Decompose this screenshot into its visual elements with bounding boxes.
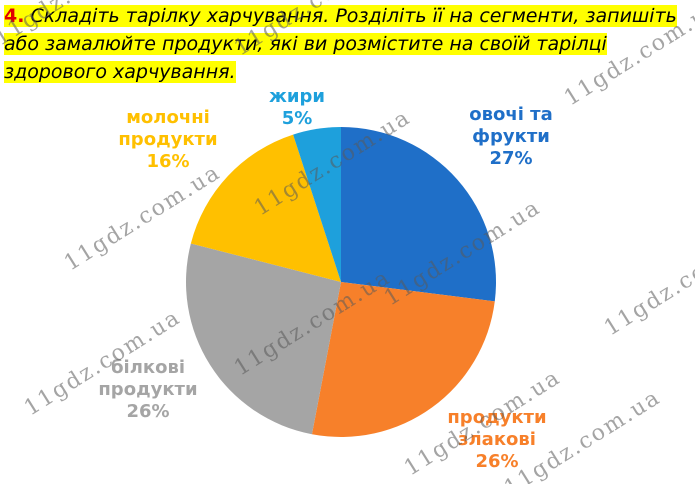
category-label: овочі та фрукти bbox=[469, 104, 553, 147]
category-label: молочні продукти bbox=[118, 107, 218, 150]
slice-label: молочні продукти 16% bbox=[113, 107, 223, 173]
value-label: 5% bbox=[281, 108, 313, 129]
category-label: продукти злакові bbox=[447, 407, 547, 450]
pie-slice bbox=[341, 127, 497, 302]
pie-slice bbox=[293, 127, 341, 282]
pie-slice bbox=[190, 134, 341, 282]
value-label: 27% bbox=[489, 148, 533, 169]
slice-label: продукти злакові 26% bbox=[442, 407, 552, 473]
slice-label: білкові продукти 26% bbox=[93, 357, 203, 423]
pie-slice bbox=[186, 243, 341, 435]
pie-slice bbox=[311, 282, 495, 437]
value-label: 16% bbox=[146, 151, 190, 172]
category-label: білкові продукти bbox=[98, 357, 198, 400]
slice-label: овочі та фрукти 27% bbox=[461, 104, 561, 170]
value-label: 26% bbox=[126, 401, 170, 422]
slice-label: жири 5% bbox=[267, 86, 327, 130]
task-text: Складіть тарілку харчування. Розділіть ї… bbox=[4, 5, 677, 83]
value-label: 26% bbox=[475, 451, 519, 472]
task: 4. Складіть тарілку харчування. Розділіт… bbox=[4, 2, 692, 86]
task-number: 4. bbox=[4, 5, 25, 27]
category-label: жири bbox=[268, 86, 326, 107]
